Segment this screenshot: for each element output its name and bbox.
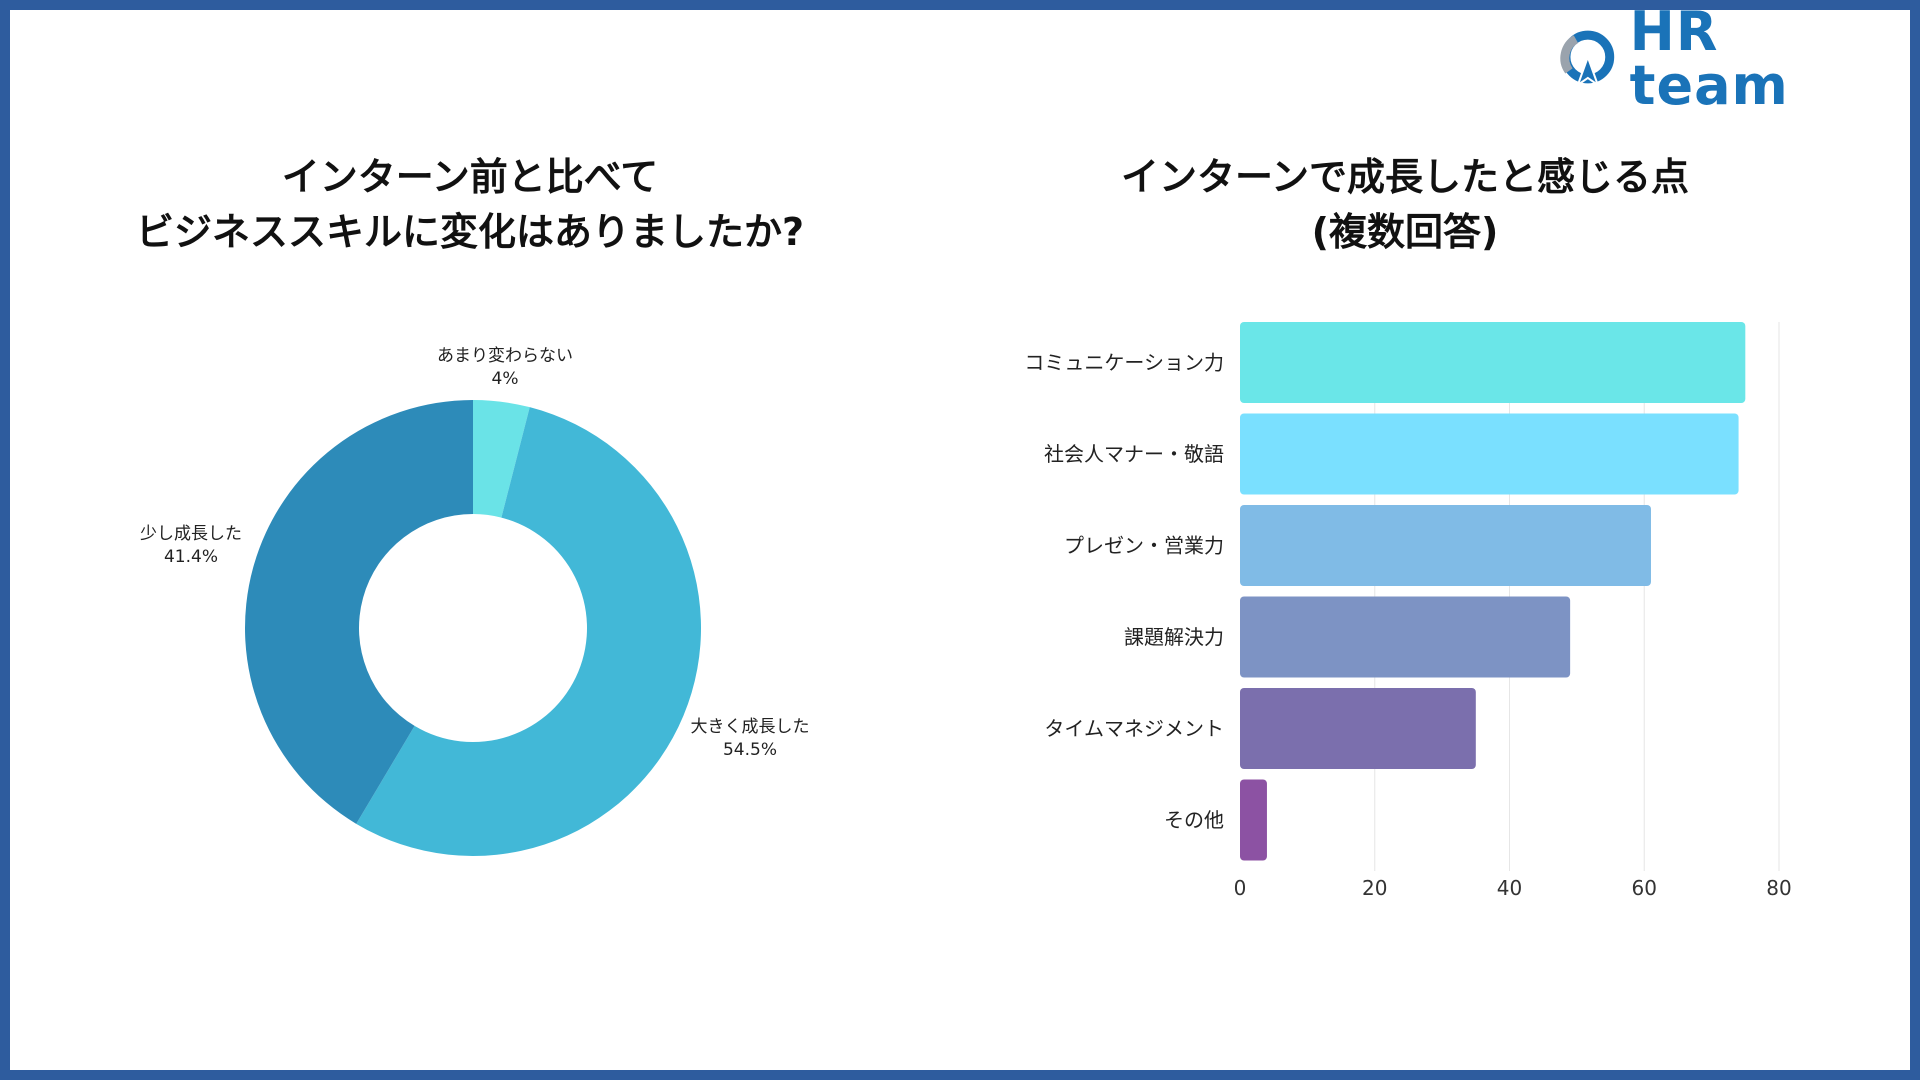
category-label: その他 — [1164, 808, 1224, 832]
donut-slice — [473, 400, 530, 518]
category-label: コミュニケーション力 — [1024, 351, 1224, 375]
bar — [1240, 505, 1651, 586]
bar-title-line-1: インターンで成長したと感じる点 — [1120, 155, 1690, 199]
x-tick-label: 80 — [1766, 876, 1791, 900]
donut-slice — [356, 407, 701, 856]
category-label: 社会人マナー・敬語 — [1044, 442, 1224, 466]
slice-label: 大きく成長した — [691, 717, 810, 737]
donut-chart: あまり変わらない 4% 大きく成長した 54.5% 少し成長した 41.4% — [140, 346, 810, 856]
donut-title-line-1: インターン前と比べて — [281, 155, 659, 199]
donut-slice — [244, 400, 473, 824]
brand-logo: HR team — [1556, 5, 1896, 113]
bar — [1240, 596, 1571, 678]
bar-chart-title: インターンで成長したと感じる点 (複数回答) — [1000, 150, 1810, 260]
slice-value-label: 41.4% — [164, 547, 218, 567]
bar — [1240, 779, 1267, 861]
category-label: タイムマネジメント — [1044, 717, 1224, 741]
x-tick-label: 0 — [1234, 876, 1247, 900]
brand-name: HR team — [1629, 0, 1789, 117]
x-tick-label: 40 — [1497, 876, 1522, 900]
category-label: 課題解決力 — [1124, 625, 1224, 649]
bar-chart: 0 20 40 60 80 コミュニケーション力社会人マナー・敬語プレゼン・営業力課題解決… — [1024, 322, 1792, 900]
category-label: プレゼン・営業力 — [1064, 534, 1224, 558]
donut-title-line-2: ビジネススキルに変化はありましたか? — [135, 210, 805, 254]
slice-label: あまり変わらない — [437, 346, 573, 366]
bar-title-line-2: (複数回答) — [1311, 210, 1499, 254]
compass-icon — [1560, 30, 1615, 88]
slice-label: 少し成長した — [140, 524, 242, 544]
x-tick-label: 60 — [1632, 876, 1657, 900]
slice-value-label: 4% — [492, 369, 519, 389]
slice-value-label: 54.5% — [723, 740, 777, 760]
bar — [1240, 322, 1746, 403]
bar — [1240, 688, 1476, 769]
donut-chart-title: インターン前と比べて ビジネススキルに変化はありましたか? — [70, 150, 870, 260]
bar — [1240, 413, 1739, 495]
x-tick-label: 20 — [1362, 876, 1387, 900]
